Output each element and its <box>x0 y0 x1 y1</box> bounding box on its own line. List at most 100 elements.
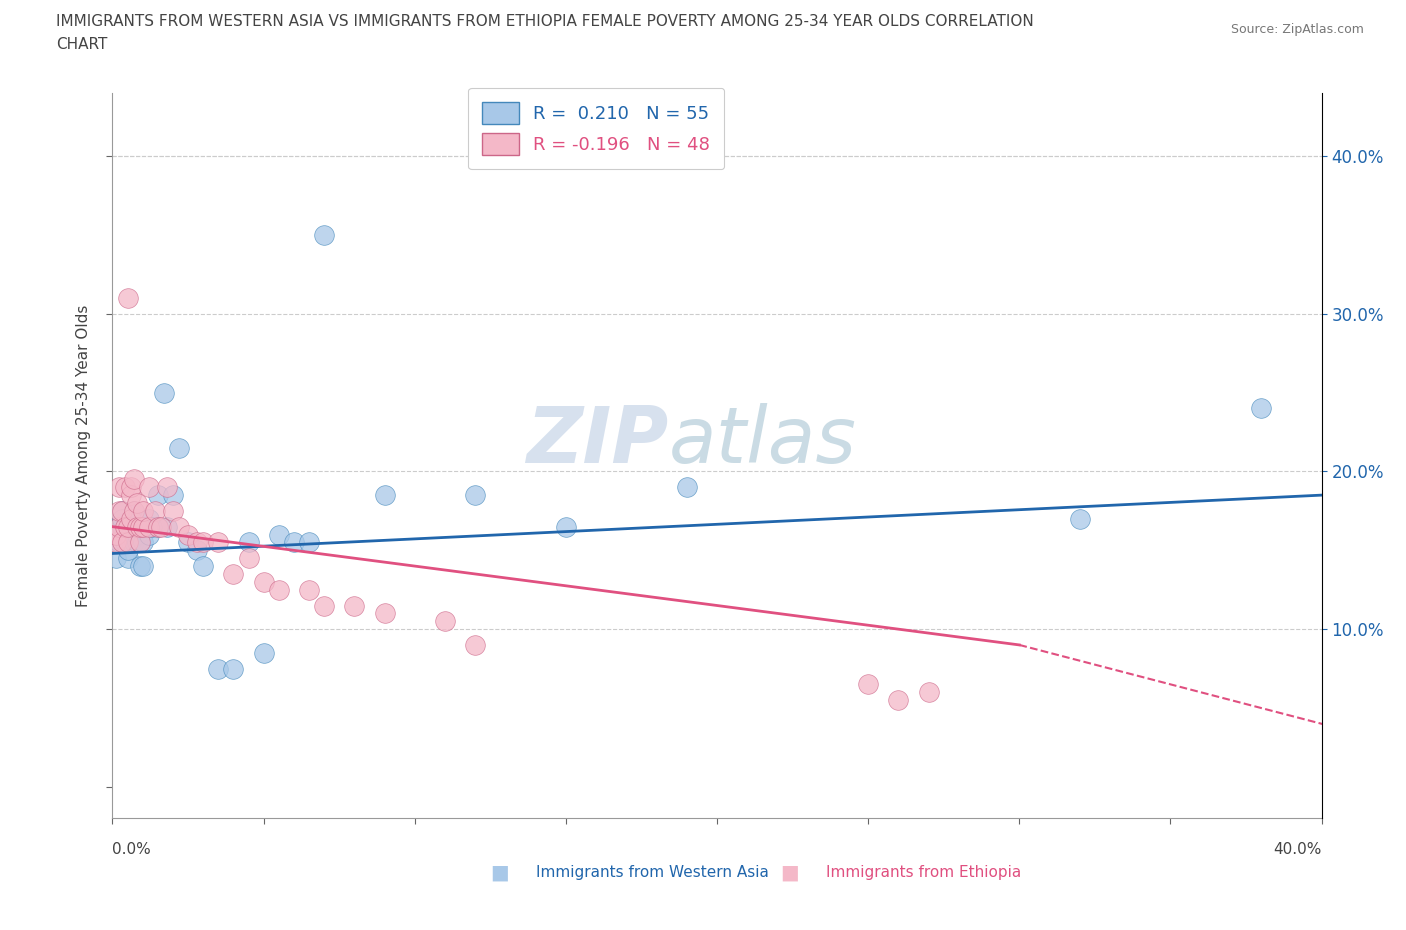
Text: Source: ZipAtlas.com: Source: ZipAtlas.com <box>1230 23 1364 36</box>
Point <box>122 535 145 550</box>
Point <box>122 503 145 518</box>
Point <box>153 385 176 400</box>
Point <box>433 614 456 629</box>
Text: ZIP: ZIP <box>526 404 669 479</box>
Point <box>120 527 142 542</box>
Point <box>107 503 129 518</box>
Point <box>162 503 184 518</box>
Point <box>1250 401 1272 416</box>
Point <box>132 503 155 518</box>
Point <box>253 645 276 660</box>
Point <box>138 519 160 534</box>
Point <box>554 519 576 534</box>
Text: IMMIGRANTS FROM WESTERN ASIA VS IMMIGRANTS FROM ETHIOPIA FEMALE POVERTY AMONG 25: IMMIGRANTS FROM WESTERN ASIA VS IMMIGRAN… <box>56 14 1033 29</box>
Point <box>298 582 321 597</box>
Text: Immigrants from Ethiopia: Immigrants from Ethiopia <box>825 865 1021 881</box>
Point <box>132 519 155 534</box>
Point <box>162 487 184 502</box>
Point <box>110 503 132 518</box>
Point <box>856 677 880 692</box>
Point <box>186 543 208 558</box>
Point <box>104 527 127 542</box>
Text: 0.0%: 0.0% <box>112 842 152 857</box>
Point <box>122 503 145 518</box>
Point <box>167 519 190 534</box>
Point <box>207 661 229 676</box>
Point <box>149 519 172 534</box>
Point <box>114 535 136 550</box>
Text: ▪: ▪ <box>489 858 510 887</box>
Point <box>191 559 214 574</box>
Point <box>177 535 200 550</box>
Point <box>222 566 245 581</box>
Point <box>104 527 127 542</box>
Point <box>114 519 136 534</box>
Point <box>110 535 132 550</box>
Point <box>128 535 150 550</box>
Point <box>117 290 139 305</box>
Point <box>191 535 214 550</box>
Point <box>222 661 245 676</box>
Text: atlas: atlas <box>669 404 856 479</box>
Point <box>128 535 150 550</box>
Point <box>128 519 150 534</box>
Point <box>104 551 127 565</box>
Point <box>186 535 208 550</box>
Point <box>374 487 396 502</box>
Point <box>314 598 336 613</box>
Point <box>107 480 129 495</box>
Point <box>114 535 136 550</box>
Point <box>374 606 396 621</box>
Point <box>918 684 941 699</box>
Point <box>104 535 127 550</box>
Point <box>120 480 142 495</box>
Point <box>117 535 139 550</box>
Point <box>128 559 150 574</box>
Point <box>114 519 136 534</box>
Text: 40.0%: 40.0% <box>1274 842 1322 857</box>
Point <box>104 535 127 550</box>
Point <box>117 543 139 558</box>
Point <box>464 637 486 652</box>
Point <box>107 527 129 542</box>
Point <box>298 535 321 550</box>
Point <box>675 480 697 495</box>
Point <box>238 551 260 565</box>
Point <box>267 527 290 542</box>
Point <box>177 527 200 542</box>
Legend: R =  0.210   N = 55, R = -0.196   N = 48: R = 0.210 N = 55, R = -0.196 N = 48 <box>468 87 724 169</box>
Point <box>138 512 160 526</box>
Point <box>117 551 139 565</box>
Point <box>110 535 132 550</box>
Point <box>120 512 142 526</box>
Point <box>125 519 148 534</box>
Point <box>253 575 276 590</box>
Point <box>125 535 148 550</box>
Point <box>122 519 145 534</box>
Point <box>120 487 142 502</box>
Point <box>107 519 129 534</box>
Point <box>146 519 169 534</box>
Point <box>125 512 148 526</box>
Point <box>132 559 155 574</box>
Point <box>238 535 260 550</box>
Point <box>146 487 169 502</box>
Point <box>138 480 160 495</box>
Point <box>120 535 142 550</box>
Point <box>156 480 179 495</box>
Point <box>117 519 139 534</box>
Text: CHART: CHART <box>56 37 108 52</box>
Point <box>1069 512 1091 526</box>
Text: ▪: ▪ <box>779 858 800 887</box>
Point <box>110 519 132 534</box>
Point <box>138 527 160 542</box>
Point <box>314 228 336 243</box>
Point <box>283 535 305 550</box>
Text: Immigrants from Western Asia: Immigrants from Western Asia <box>536 865 769 881</box>
Point <box>143 503 166 518</box>
Point <box>122 472 145 486</box>
Point <box>117 527 139 542</box>
Point <box>156 519 179 534</box>
Point <box>464 487 486 502</box>
Point <box>267 582 290 597</box>
